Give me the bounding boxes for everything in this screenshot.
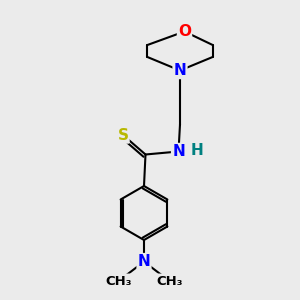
Text: S: S	[118, 128, 128, 142]
Text: N: N	[174, 63, 186, 78]
Text: N: N	[172, 144, 185, 159]
Text: H: H	[190, 142, 203, 158]
Text: CH₃: CH₃	[105, 274, 132, 288]
Text: O: O	[178, 24, 191, 39]
Text: N: N	[138, 254, 150, 269]
Text: CH₃: CH₃	[156, 274, 183, 288]
